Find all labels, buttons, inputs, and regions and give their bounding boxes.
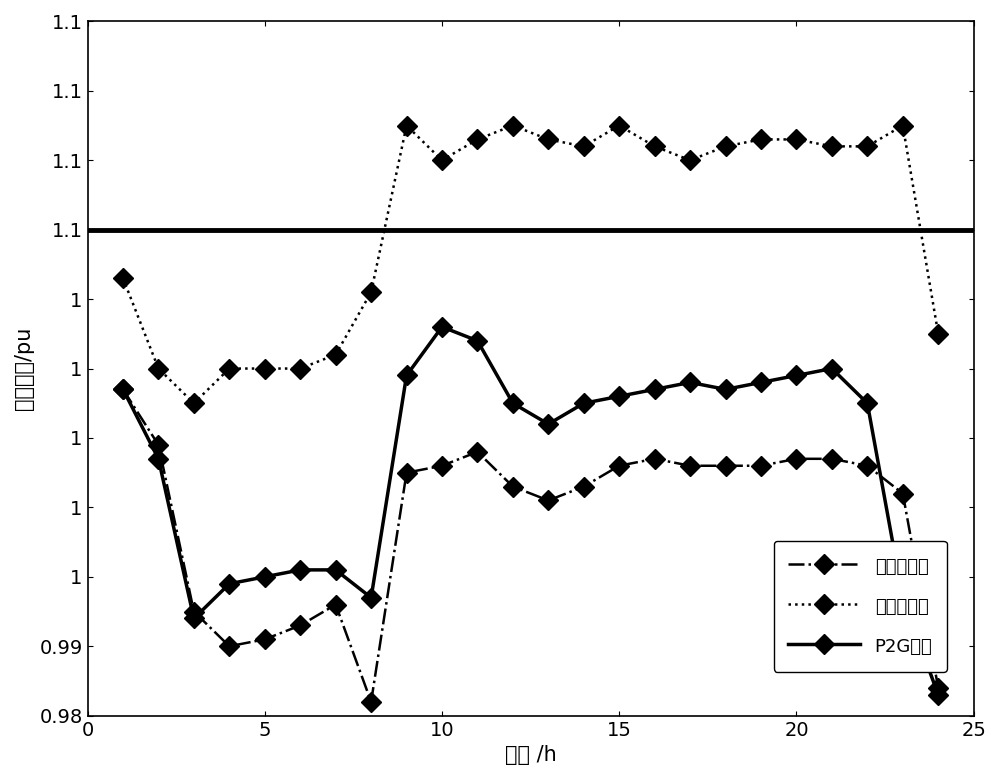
- 有风电接入: [507, 121, 519, 130]
- P2G消纳: [755, 378, 767, 387]
- P2G消纳: [117, 385, 129, 394]
- P2G消纳: [720, 385, 732, 394]
- 有风电接入: [826, 142, 838, 151]
- 无风电接入: [790, 454, 802, 464]
- 无风电接入: [330, 600, 342, 609]
- 无风电接入: [117, 385, 129, 394]
- 有风电接入: [152, 364, 164, 373]
- 有风电接入: [471, 135, 483, 144]
- 有风电接入: [649, 142, 661, 151]
- 有风电接入: [365, 287, 377, 297]
- 有风电接入: [542, 135, 554, 144]
- 有风电接入: [861, 142, 873, 151]
- 有风电接入: [578, 142, 590, 151]
- 无风电接入: [223, 642, 235, 651]
- P2G消纳: [684, 378, 696, 387]
- 无风电接入: [897, 489, 909, 499]
- P2G消纳: [613, 392, 625, 401]
- P2G消纳: [932, 690, 944, 700]
- P2G消纳: [259, 572, 271, 581]
- 有风电接入: [188, 399, 200, 408]
- P2G消纳: [365, 593, 377, 602]
- 有风电接入: [259, 364, 271, 373]
- 有风电接入: [897, 121, 909, 130]
- 无风电接入: [188, 607, 200, 616]
- 有风电接入: [932, 330, 944, 339]
- P2G消纳: [223, 579, 235, 588]
- 无风电接入: [826, 454, 838, 464]
- 有风电接入: [330, 350, 342, 359]
- 无风电接入: [507, 482, 519, 492]
- Line: 无风电接入: 无风电接入: [116, 382, 945, 709]
- 无风电接入: [542, 495, 554, 505]
- 无风电接入: [578, 482, 590, 492]
- 无风电接入: [684, 461, 696, 471]
- P2G消纳: [861, 399, 873, 408]
- P2G消纳: [790, 371, 802, 380]
- P2G消纳: [542, 419, 554, 428]
- P2G消纳: [507, 399, 519, 408]
- 有风电接入: [223, 364, 235, 373]
- 有风电接入: [720, 142, 732, 151]
- 有风电接入: [790, 135, 802, 144]
- 无风电接入: [932, 683, 944, 693]
- 有风电接入: [755, 135, 767, 144]
- 无风电接入: [649, 454, 661, 464]
- 无风电接入: [861, 461, 873, 471]
- P2G消纳: [294, 566, 306, 575]
- X-axis label: 时刻 /h: 时刻 /h: [505, 745, 556, 765]
- 有风电接入: [613, 121, 625, 130]
- 无风电接入: [720, 461, 732, 471]
- 无风电接入: [436, 461, 448, 471]
- 无风电接入: [365, 697, 377, 707]
- P2G消纳: [436, 323, 448, 332]
- 无风电接入: [152, 440, 164, 449]
- P2G消纳: [152, 454, 164, 464]
- P2G消纳: [826, 364, 838, 373]
- 有风电接入: [436, 156, 448, 165]
- 无风电接入: [401, 468, 413, 478]
- Y-axis label: 电压幅値/pu: 电压幅値/pu: [14, 327, 34, 411]
- 无风电接入: [294, 621, 306, 630]
- 无风电接入: [259, 635, 271, 644]
- P2G消纳: [578, 399, 590, 408]
- 无风电接入: [755, 461, 767, 471]
- Line: P2G消纳: P2G消纳: [116, 320, 945, 702]
- 有风电接入: [117, 273, 129, 283]
- Legend: 无风电接入, 有风电接入, P2G消纳: 无风电接入, 有风电接入, P2G消纳: [774, 541, 947, 672]
- P2G消纳: [188, 614, 200, 623]
- 无风电接入: [613, 461, 625, 471]
- Line: 有风电接入: 有风电接入: [116, 118, 945, 411]
- 有风电接入: [294, 364, 306, 373]
- P2G消纳: [401, 371, 413, 380]
- P2G消纳: [330, 566, 342, 575]
- 无风电接入: [471, 447, 483, 456]
- P2G消纳: [649, 385, 661, 394]
- 有风电接入: [684, 156, 696, 165]
- P2G消纳: [471, 336, 483, 345]
- P2G消纳: [897, 593, 909, 602]
- 有风电接入: [401, 121, 413, 130]
